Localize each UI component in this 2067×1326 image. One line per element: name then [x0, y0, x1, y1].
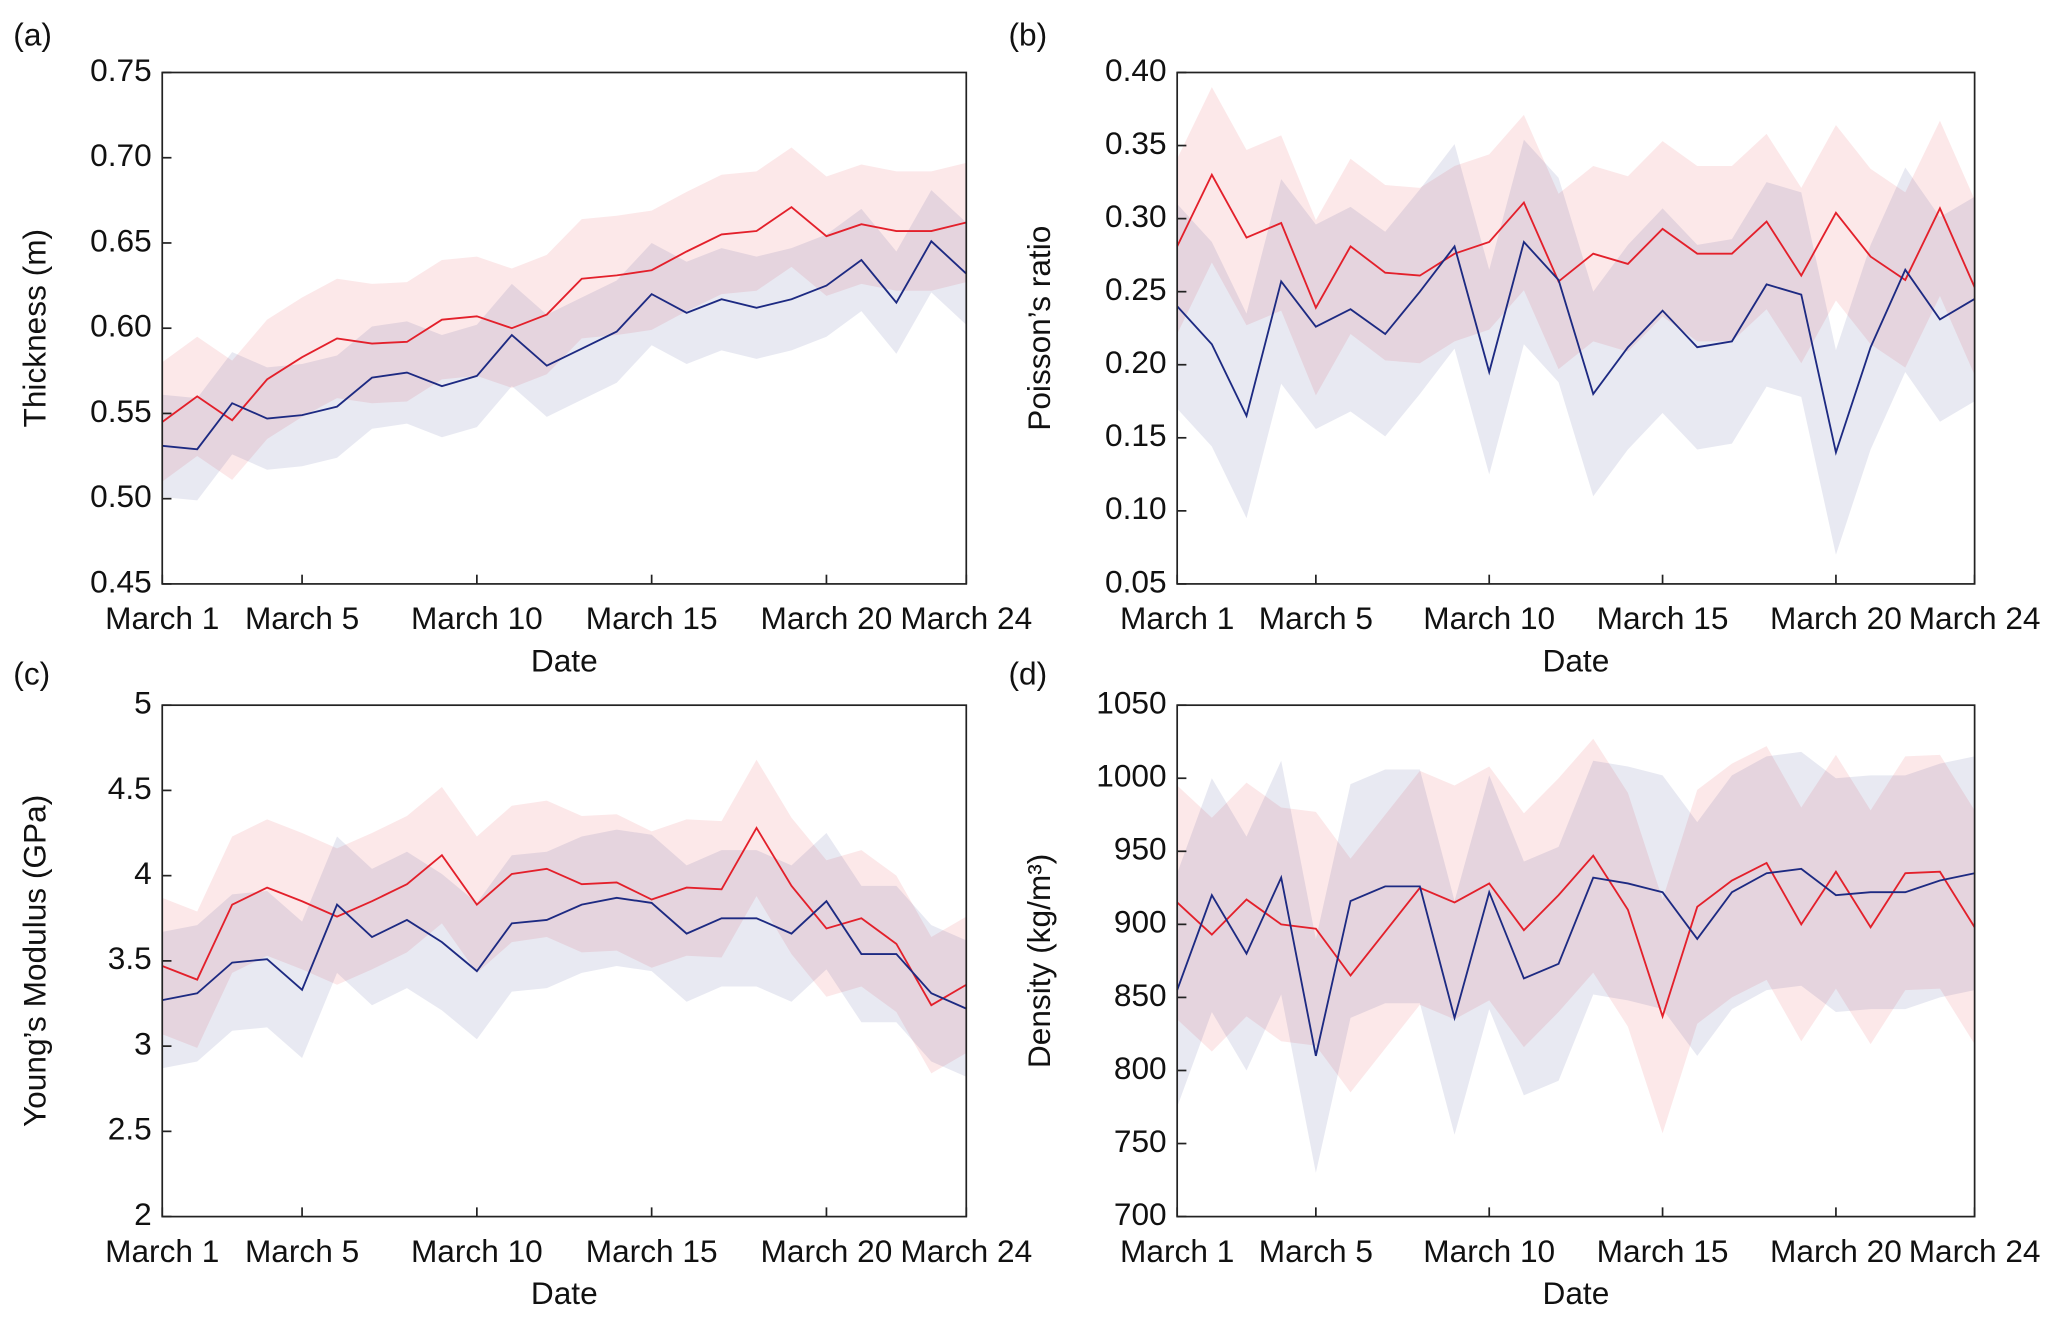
uncertainty-band — [162, 147, 967, 482]
x-tick-label: March 24 — [1909, 600, 2041, 636]
x-tick-label: March 20 — [761, 600, 893, 636]
y-tick-label: 950 — [1114, 831, 1167, 867]
panel-label: (b) — [1008, 16, 1047, 52]
y-tick-label: 0.15 — [1105, 417, 1167, 453]
uncertainty-band — [162, 759, 967, 1074]
x-tick-label: March 20 — [1770, 600, 1902, 636]
x-tick-label: March 20 — [1770, 1233, 1902, 1269]
y-tick-label: 3.5 — [108, 940, 152, 976]
data-line — [1176, 854, 1976, 1020]
panel: (b) Poisson’s ratio Date 0.05 0.10 0.15 0.20 0.… — [1008, 16, 2040, 678]
x-tick-label: March 24 — [900, 1233, 1032, 1269]
y-tick-label: 0.40 — [1105, 52, 1167, 88]
y-tick-label: 0.65 — [90, 222, 152, 258]
panel: (d) Density (kg/m³) Date 700 750 800 850 900 950… — [1008, 656, 2040, 1312]
y-tick-label: 2 — [134, 1196, 152, 1232]
x-tick-label: March 1 — [105, 600, 219, 636]
y-tick-label: 0.30 — [1105, 198, 1167, 234]
y-tick-label: 0.35 — [1105, 125, 1167, 161]
panel: (a) Thickness (m) Date 0.45 0.50 0.55 0.60 0.65… — [13, 16, 1032, 678]
axes-frame — [1176, 704, 1976, 1218]
y-tick-label: 0.20 — [1105, 344, 1167, 380]
x-tick-label: March 1 — [1120, 1233, 1234, 1269]
data-line — [1176, 240, 1976, 456]
uncertainty-band — [1177, 87, 1975, 396]
y-tick-label: 0.55 — [90, 393, 152, 429]
y-tick-label: 1000 — [1096, 758, 1166, 794]
x-axis-label: Date — [531, 1275, 598, 1311]
y-tick-label: 3 — [134, 1025, 152, 1061]
y-tick-label: 900 — [1114, 904, 1167, 940]
x-tick-label: March 15 — [1597, 1233, 1729, 1269]
x-tick-label: March 5 — [245, 600, 359, 636]
y-tick-label: 4.5 — [108, 770, 152, 806]
y-tick-label: 2.5 — [108, 1111, 152, 1147]
data-line — [162, 896, 967, 1010]
x-tick-label: March 15 — [586, 600, 718, 636]
x-tick-label: March 10 — [1423, 1233, 1555, 1269]
panel-label: (c) — [13, 656, 50, 692]
y-axis-label: Young’s Modulus (GPa) — [16, 795, 52, 1127]
uncertainty-band — [1177, 751, 1975, 1173]
x-tick-label: March 5 — [245, 1233, 359, 1269]
panel-label: (a) — [13, 16, 52, 52]
uncertainty-band — [1177, 738, 1975, 1134]
x-tick-label: March 1 — [105, 1233, 219, 1269]
y-tick-label: 700 — [1114, 1196, 1167, 1232]
uncertainty-band — [162, 829, 967, 1077]
x-axis-label: Date — [1542, 1275, 1609, 1311]
x-tick-label: March 10 — [411, 600, 543, 636]
y-tick-label: 0.25 — [1105, 271, 1167, 307]
panel: (c) Young’s Modulus (GPa) Date 2 2.5 3 3.5 4 4.5… — [13, 656, 1032, 1312]
y-axis-label: Density (kg/m³) — [1021, 854, 1057, 1068]
y-tick-label: 800 — [1114, 1050, 1167, 1086]
data-line — [1176, 172, 1976, 310]
x-tick-label: March 15 — [586, 1233, 718, 1269]
y-tick-label: 4 — [134, 855, 152, 891]
x-axis-label: Date — [1542, 642, 1609, 678]
y-tick-label: 0.50 — [90, 478, 152, 514]
data-line — [162, 239, 967, 451]
y-tick-label: 1050 — [1096, 685, 1166, 721]
x-tick-label: March 10 — [1423, 600, 1555, 636]
y-axis-label: Poisson’s ratio — [1021, 226, 1057, 431]
data-line — [161, 826, 967, 1007]
uncertainty-band — [1177, 139, 1975, 555]
x-tick-label: March 24 — [900, 600, 1032, 636]
y-tick-label: 0.60 — [90, 308, 152, 344]
data-line — [1176, 867, 1975, 1057]
data-line — [161, 206, 967, 423]
x-tick-label: March 20 — [761, 1233, 893, 1269]
y-tick-label: 0.75 — [90, 52, 152, 88]
x-tick-label: March 5 — [1259, 600, 1373, 636]
axes-frame — [1176, 71, 1976, 585]
y-tick-label: 850 — [1114, 977, 1167, 1013]
x-axis-label: Date — [531, 642, 598, 678]
y-tick-label: 750 — [1114, 1123, 1167, 1159]
panel-label: (d) — [1008, 656, 1047, 692]
uncertainty-band — [162, 190, 967, 501]
x-tick-label: March 5 — [1259, 1233, 1373, 1269]
x-tick-label: March 10 — [411, 1233, 543, 1269]
x-tick-label: March 24 — [1909, 1233, 2041, 1269]
x-tick-label: March 1 — [1120, 600, 1234, 636]
y-tick-label: 0.45 — [90, 563, 152, 599]
y-tick-label: 0.05 — [1105, 563, 1167, 599]
x-tick-label: March 15 — [1597, 600, 1729, 636]
y-axis-label: Thickness (m) — [16, 229, 52, 428]
y-tick-label: 5 — [134, 685, 152, 721]
y-tick-label: 0.10 — [1105, 490, 1167, 526]
y-tick-label: 0.70 — [90, 137, 152, 173]
